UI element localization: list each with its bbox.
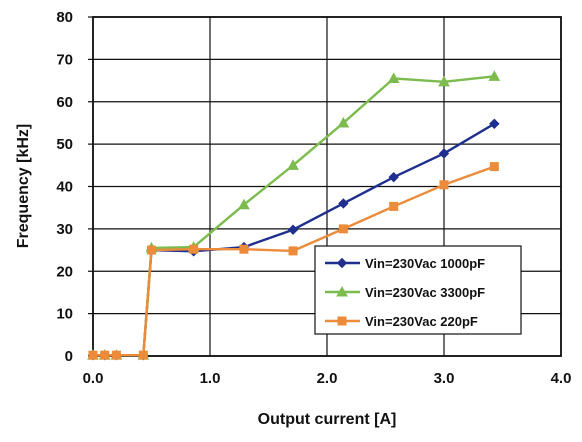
legend-entry-label: Vin=230Vac 3300pF (365, 285, 485, 300)
series-point (489, 118, 500, 129)
label-layer: 0.0 1.0 2.0 3.0 4.0 0 10 20 30 40 50 60 70 80 Output c… (15, 9, 571, 428)
legend-swatch-marker (337, 316, 347, 326)
series-point (388, 171, 399, 183)
series-point (337, 116, 350, 128)
x-tick-label: 3.0 (434, 370, 455, 387)
legend-swatch-marker (336, 257, 348, 269)
series-point (438, 148, 450, 159)
series-point (439, 180, 449, 190)
y-tick-label: 60 (56, 94, 73, 111)
series-point (338, 224, 348, 234)
series-point (287, 159, 299, 170)
legend-layer: Vin=230Vac 1000pF Vin=230Vac 3300pF Vin=23… (314, 245, 522, 335)
y-tick-label: 0 (65, 348, 73, 365)
y-tick-label: 30 (56, 221, 73, 238)
series-point (338, 198, 349, 209)
plot-border (92, 16, 562, 357)
series-point (189, 244, 199, 254)
series-point (88, 350, 98, 360)
series-point (100, 350, 110, 360)
legend-box (314, 245, 522, 335)
series-point (489, 162, 499, 172)
x-axis-label: Output current [A] (258, 411, 397, 428)
y-axis-label: Frequency [kHz] (15, 124, 32, 248)
y-tick-label: 50 (56, 136, 73, 153)
series-point (387, 72, 400, 83)
legend-entry-label: Vin=230Vac 1000pF (365, 256, 485, 271)
series-point (239, 244, 249, 254)
series-point (488, 70, 501, 81)
x-tick-label: 0.0 (83, 370, 104, 387)
y-tick-label: 20 (56, 263, 73, 280)
series-point (138, 350, 148, 360)
y-tick-label: 10 (56, 306, 73, 323)
series-point (111, 350, 121, 360)
series-point (288, 246, 298, 256)
legend-swatch-marker (336, 285, 348, 297)
series-point (238, 198, 250, 210)
series-point (147, 245, 156, 255)
y-tick-label: 70 (56, 51, 73, 68)
series-point (287, 224, 299, 235)
x-tick-label: 4.0 (551, 370, 572, 387)
y-tick-label: 80 (56, 9, 73, 26)
series-point (438, 75, 450, 87)
series-group (88, 162, 499, 360)
legend-entry-label: Vin=230Vac 220pF (365, 314, 478, 329)
y-tick-label: 40 (56, 179, 73, 196)
series-layer (87, 70, 501, 361)
series-point (389, 201, 399, 211)
x-tick-label: 2.0 (317, 370, 338, 387)
x-tick-label: 1.0 (200, 370, 221, 387)
